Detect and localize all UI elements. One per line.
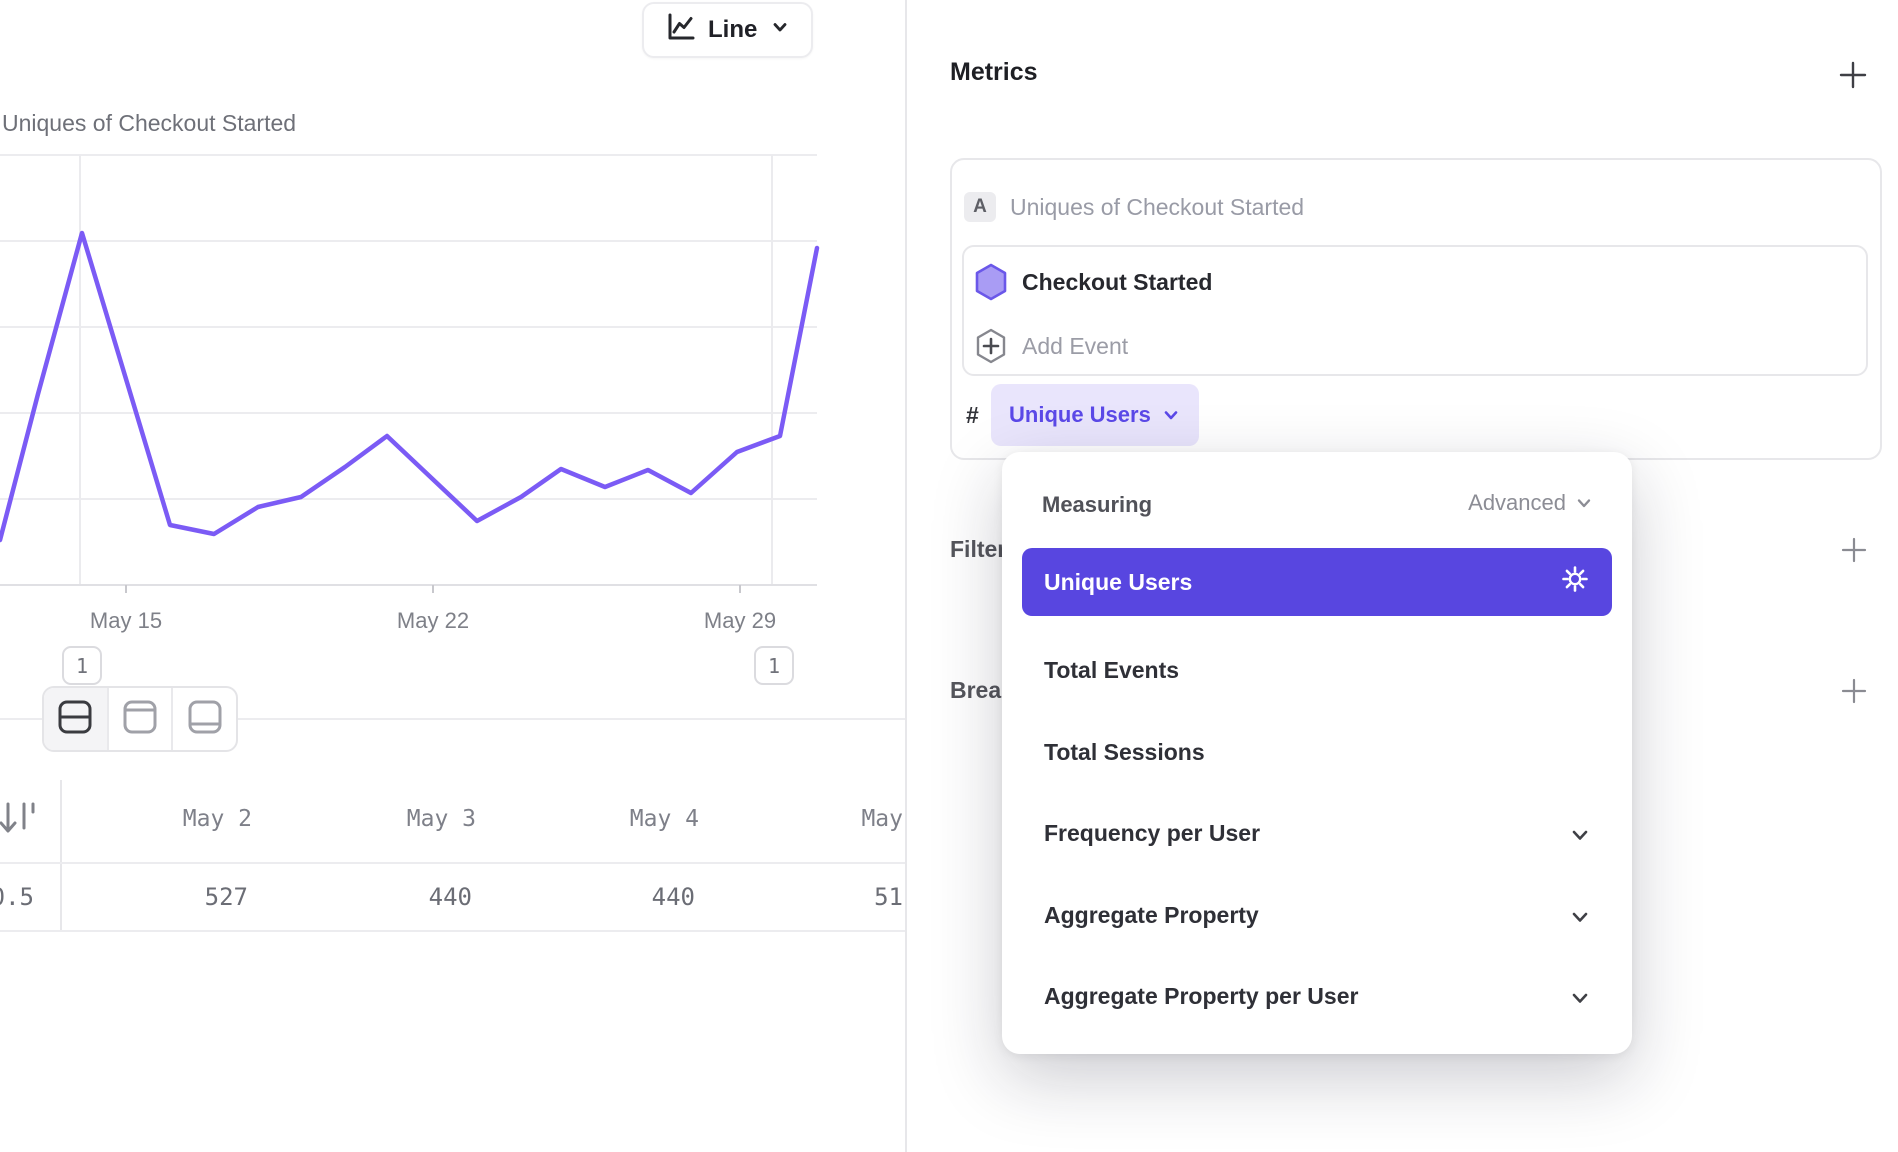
metric-card: A Uniques of Checkout Started Checkout S… bbox=[950, 158, 1882, 460]
chevron-down-icon[interactable] bbox=[1568, 905, 1592, 934]
dropdown-item-aggregate-property[interactable]: Aggregate Property bbox=[1044, 902, 1259, 928]
chevron-down-icon bbox=[1164, 411, 1178, 420]
annotation-badge[interactable]: 1 bbox=[754, 646, 794, 685]
table-row-divider bbox=[0, 930, 905, 932]
event-hexagon-icon bbox=[972, 262, 1010, 307]
gear-icon[interactable] bbox=[1560, 564, 1590, 600]
sort-descending-icon[interactable] bbox=[0, 798, 44, 847]
dropdown-item-frequency-per-user[interactable]: Frequency per User bbox=[1044, 820, 1261, 846]
dropdown-item-total-events[interactable]: Total Events bbox=[1044, 657, 1180, 683]
x-tick-may-29: May 29 bbox=[703, 608, 777, 633]
table-cell: 440 bbox=[428, 883, 472, 911]
add-event-button[interactable]: Add Event bbox=[1022, 333, 1129, 359]
layout-split-view-button[interactable] bbox=[44, 688, 109, 750]
table-cell: 51 bbox=[874, 883, 903, 911]
x-tick-may-15: May 15 bbox=[89, 608, 163, 633]
add-metric-button[interactable] bbox=[1838, 60, 1868, 95]
table-header-cell[interactable]: May 2 bbox=[182, 806, 252, 832]
add-filter-button[interactable] bbox=[1840, 536, 1868, 569]
gridlines-vertical bbox=[79, 155, 773, 585]
metric-card-title: Uniques of Checkout Started bbox=[1010, 194, 1305, 220]
split-view-icon bbox=[56, 699, 94, 740]
line-chart bbox=[0, 154, 820, 593]
table-cell: 527 bbox=[204, 883, 248, 911]
chevron-down-icon[interactable] bbox=[1568, 823, 1592, 852]
chart-only-icon bbox=[121, 699, 159, 740]
table-cell: 0.5 bbox=[0, 883, 34, 911]
chevron-down-icon bbox=[769, 16, 791, 45]
dropdown-item-total-sessions[interactable]: Total Sessions bbox=[1044, 739, 1205, 765]
gridlines-horizontal bbox=[0, 154, 817, 500]
layout-table-only-button[interactable] bbox=[173, 688, 236, 750]
metric-letter-badge: A bbox=[964, 192, 996, 222]
x-axis-ticks bbox=[125, 585, 741, 593]
measuring-mode-selector[interactable]: Advanced bbox=[1422, 490, 1594, 516]
table-header-cell[interactable]: May bbox=[861, 806, 903, 832]
measure-chip-label: Unique Users bbox=[1009, 402, 1151, 427]
panel-divider bbox=[905, 0, 907, 1152]
annotation-badge[interactable]: 1 bbox=[62, 646, 102, 685]
table-cell: 440 bbox=[651, 883, 695, 911]
table-header-cell[interactable]: May 3 bbox=[406, 806, 476, 832]
event-name[interactable]: Checkout Started bbox=[1022, 269, 1213, 295]
chevron-down-icon bbox=[1577, 499, 1591, 508]
add-breakdown-button[interactable] bbox=[1840, 677, 1868, 710]
layout-toggle bbox=[42, 686, 238, 752]
dropdown-item-label: Unique Users bbox=[1044, 568, 1193, 595]
chart-title: Uniques of Checkout Started bbox=[2, 110, 297, 136]
line-chart-icon bbox=[664, 11, 696, 50]
measuring-mode-label: Advanced bbox=[1468, 490, 1566, 515]
event-card: Checkout Started Add Event bbox=[962, 245, 1868, 376]
chart-type-button[interactable]: Line bbox=[642, 2, 814, 58]
measure-chip[interactable]: Unique Users bbox=[991, 384, 1199, 446]
table-column-divider bbox=[60, 780, 62, 931]
chevron-down-icon[interactable] bbox=[1568, 986, 1592, 1015]
dropdown-item-unique-users[interactable]: Unique Users bbox=[1022, 548, 1612, 616]
measuring-label: Measuring bbox=[1042, 492, 1153, 517]
table-only-icon bbox=[186, 699, 224, 740]
measure-prefix: # bbox=[966, 402, 979, 428]
table-header-cell[interactable]: May 4 bbox=[629, 806, 699, 832]
layout-chart-only-button[interactable] bbox=[109, 688, 174, 750]
measuring-dropdown: Measuring Advanced Unique Users bbox=[1002, 452, 1632, 1054]
table-header-divider bbox=[0, 862, 905, 864]
add-event-icon bbox=[972, 326, 1010, 371]
x-tick-may-22: May 22 bbox=[396, 608, 470, 633]
metrics-section-title: Metrics bbox=[950, 58, 1038, 86]
chart-line bbox=[0, 230, 820, 543]
chart-type-label: Line bbox=[708, 16, 758, 43]
section-divider bbox=[0, 718, 905, 720]
dropdown-item-aggregate-property-per-user[interactable]: Aggregate Property per User bbox=[1044, 983, 1359, 1009]
